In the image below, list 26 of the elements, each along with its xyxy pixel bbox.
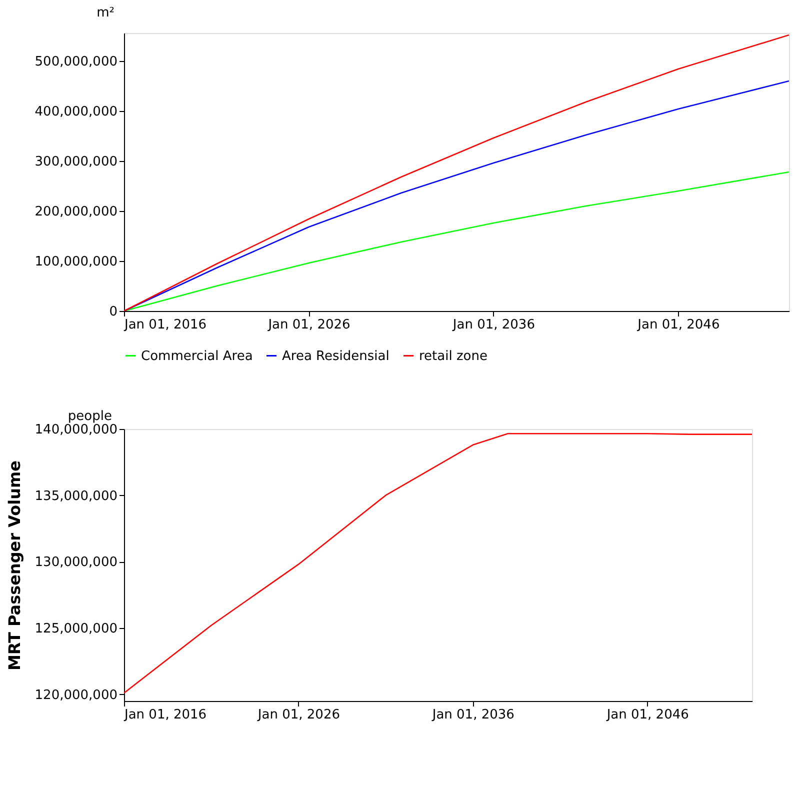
y-tick-label: 300,000,000 bbox=[34, 154, 118, 170]
legend-label: retail zone bbox=[419, 348, 488, 364]
x-tick-label: Jan 01, 2036 bbox=[431, 708, 514, 722]
x-tick-label: Jan 01, 2026 bbox=[267, 318, 350, 332]
y-tick-label: 130,000,000 bbox=[34, 555, 118, 570]
y-tick-label: 135,000,000 bbox=[34, 488, 118, 504]
y-tick-label: 0 bbox=[109, 304, 118, 320]
x-tick-label: Jan 01, 2016 bbox=[124, 708, 207, 722]
text: people bbox=[68, 409, 112, 424]
y-axis-title: m² bbox=[96, 6, 114, 20]
line-series bbox=[124, 432, 752, 694]
y-tick-label: 125,000,000 bbox=[34, 622, 118, 637]
y-tick-label: 400,000,000 bbox=[34, 104, 118, 120]
x-tick-label: Jan 01, 2046 bbox=[636, 318, 720, 332]
y-tick-label: 140,000,000 bbox=[34, 422, 118, 438]
y-tick-label: 120,000,000 bbox=[34, 688, 118, 703]
x-tick-label: Jan 01, 2016 bbox=[124, 318, 207, 332]
x-tick-label: Jan 01, 2026 bbox=[256, 708, 340, 722]
y-tick-label: 100,000,000 bbox=[34, 254, 118, 270]
y-tick-label: 500,000,000 bbox=[34, 54, 118, 70]
x-tick-label: Jan 01, 2036 bbox=[452, 318, 535, 332]
y-tick-label: 200,000,000 bbox=[34, 204, 118, 220]
y-axis-title: MRT Passenger Volume bbox=[4, 460, 24, 671]
legend-label: Commercial Area bbox=[141, 348, 253, 364]
x-tick-label: Jan 01, 2046 bbox=[606, 708, 689, 722]
legend-label: Area Residensial bbox=[282, 348, 390, 364]
